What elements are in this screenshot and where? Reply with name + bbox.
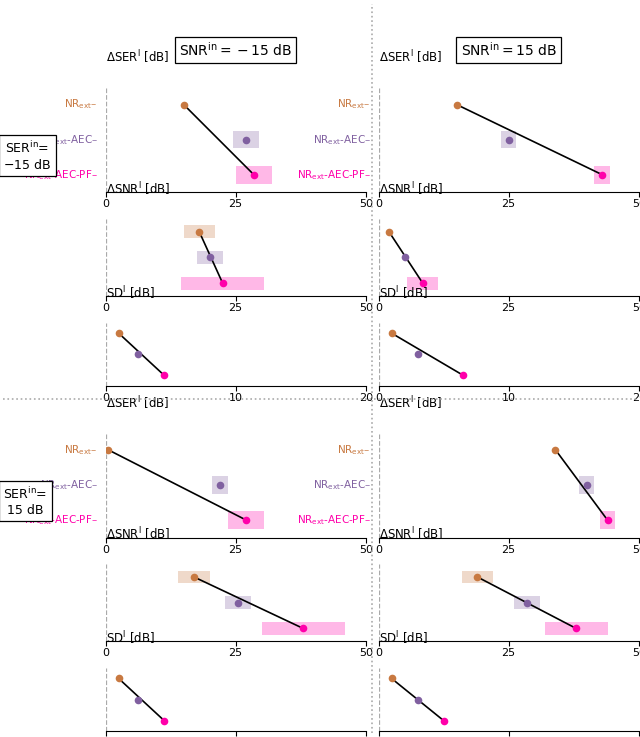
Bar [181, 277, 264, 290]
Text: $\Delta\mathrm{SER}^{\mathrm{I}}$ [dB]: $\Delta\mathrm{SER}^{\mathrm{I}}$ [dB] [379, 49, 442, 66]
Text: $\mathrm{SD}^{\mathrm{I}}$ [dB]: $\mathrm{SD}^{\mathrm{I}}$ [dB] [106, 284, 154, 302]
Text: NR$_{\mathrm{ext}}$–: NR$_{\mathrm{ext}}$– [337, 443, 371, 457]
Text: SNR$^{\mathrm{in}}$$=-$15 dB: SNR$^{\mathrm{in}}$$=-$15 dB [179, 41, 292, 59]
Text: SER$^{\mathrm{in}}$=
15 dB: SER$^{\mathrm{in}}$= 15 dB [3, 486, 47, 517]
Text: NR$_{\mathrm{ext}}$-AEC-PF–: NR$_{\mathrm{ext}}$-AEC-PF– [24, 513, 98, 527]
Text: $\Delta\mathrm{SNR}^{\mathrm{I}}$ [dB]: $\Delta\mathrm{SNR}^{\mathrm{I}}$ [dB] [379, 526, 443, 543]
Bar [212, 476, 228, 494]
Text: NR$_{\mathrm{ext}}$-AEC–: NR$_{\mathrm{ext}}$-AEC– [40, 478, 98, 492]
Bar [462, 570, 493, 584]
Bar [600, 511, 615, 529]
Text: NR$_{\mathrm{ext}}$-AEC–: NR$_{\mathrm{ext}}$-AEC– [313, 133, 371, 147]
Bar [595, 166, 610, 184]
Text: $\Delta\mathrm{SER}^{\mathrm{I}}$ [dB]: $\Delta\mathrm{SER}^{\mathrm{I}}$ [dB] [106, 394, 169, 411]
Bar [501, 131, 516, 148]
Text: NR$_{\mathrm{ext}}$–: NR$_{\mathrm{ext}}$– [65, 443, 98, 457]
Text: NR$_{\mathrm{ext}}$-AEC-PF–: NR$_{\mathrm{ext}}$-AEC-PF– [297, 513, 371, 527]
Text: NR$_{\mathrm{ext}}$–: NR$_{\mathrm{ext}}$– [337, 97, 371, 111]
Text: $\mathrm{SD}^{\mathrm{I}}$ [dB]: $\mathrm{SD}^{\mathrm{I}}$ [dB] [379, 629, 428, 647]
Bar [179, 570, 210, 584]
Text: $\mathrm{SD}^{\mathrm{I}}$ [dB]: $\mathrm{SD}^{\mathrm{I}}$ [dB] [379, 284, 428, 302]
Text: SNR$^{\mathrm{in}}$$=$15 dB: SNR$^{\mathrm{in}}$$=$15 dB [461, 41, 557, 59]
Text: NR$_{\mathrm{ext}}$–: NR$_{\mathrm{ext}}$– [65, 97, 98, 111]
Bar [233, 131, 259, 148]
Bar [196, 251, 223, 264]
Text: NR$_{\mathrm{ext}}$-AEC–: NR$_{\mathrm{ext}}$-AEC– [313, 478, 371, 492]
Text: $\Delta\mathrm{SER}^{\mathrm{I}}$ [dB]: $\Delta\mathrm{SER}^{\mathrm{I}}$ [dB] [106, 49, 169, 66]
Text: $\Delta\mathrm{SNR}^{\mathrm{I}}$ [dB]: $\Delta\mathrm{SNR}^{\mathrm{I}}$ [dB] [106, 526, 170, 543]
Text: NR$_{\mathrm{ext}}$-AEC-PF–: NR$_{\mathrm{ext}}$-AEC-PF– [24, 168, 98, 181]
Bar [262, 622, 345, 635]
Text: NR$_{\mathrm{ext}}$-AEC-PF–: NR$_{\mathrm{ext}}$-AEC-PF– [297, 168, 371, 181]
Bar [514, 596, 540, 609]
Text: NR$_{\mathrm{ext}}$-AEC–: NR$_{\mathrm{ext}}$-AEC– [40, 133, 98, 147]
Bar [579, 476, 595, 494]
Text: $\Delta\mathrm{SNR}^{\mathrm{I}}$ [dB]: $\Delta\mathrm{SNR}^{\mathrm{I}}$ [dB] [379, 181, 443, 198]
Text: $\Delta\mathrm{SNR}^{\mathrm{I}}$ [dB]: $\Delta\mathrm{SNR}^{\mathrm{I}}$ [dB] [106, 181, 170, 198]
Text: SER$^{\mathrm{in}}$=
$-$15 dB: SER$^{\mathrm{in}}$= $-$15 dB [3, 140, 51, 172]
Bar [236, 166, 272, 184]
Bar [545, 622, 607, 635]
Bar [407, 277, 438, 290]
Bar [184, 226, 215, 238]
Text: $\Delta\mathrm{SER}^{\mathrm{I}}$ [dB]: $\Delta\mathrm{SER}^{\mathrm{I}}$ [dB] [379, 394, 442, 411]
Text: $\mathrm{SD}^{\mathrm{I}}$ [dB]: $\mathrm{SD}^{\mathrm{I}}$ [dB] [106, 629, 154, 647]
Bar [228, 511, 264, 529]
Bar [225, 596, 252, 609]
